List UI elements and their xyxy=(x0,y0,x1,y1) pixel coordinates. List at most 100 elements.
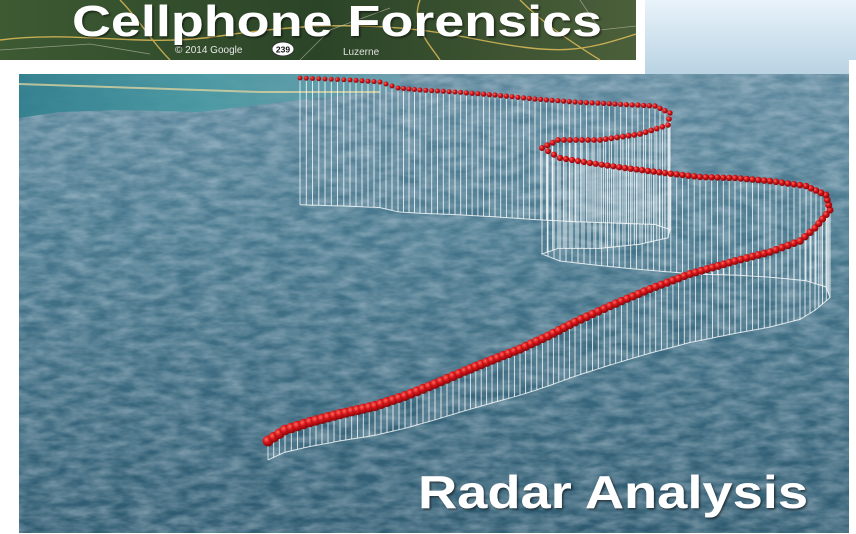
radar-track-point xyxy=(377,79,383,85)
map-roads-minor xyxy=(0,0,637,61)
radar-track-point xyxy=(754,251,763,259)
radar-track-point xyxy=(303,75,309,81)
beach-line xyxy=(19,83,380,93)
photo-border-left xyxy=(0,60,19,534)
radar-track-point xyxy=(623,102,630,108)
radar-track-point xyxy=(665,122,671,128)
radar-track-point xyxy=(778,179,786,186)
radar-track-point xyxy=(685,172,692,179)
radar-track-point xyxy=(631,132,638,138)
radar-track-point xyxy=(573,137,579,143)
radar-track-point xyxy=(498,93,504,99)
radar-track-point xyxy=(667,170,674,177)
radar-track-point xyxy=(371,79,377,85)
radar-track-point xyxy=(583,100,590,106)
map-attribution: © 2014 Google xyxy=(175,45,243,56)
radar-track-point xyxy=(606,101,612,107)
radar-track-point xyxy=(297,75,303,81)
radar-track-point xyxy=(423,87,429,93)
radar-track-point xyxy=(627,165,634,172)
radar-track-point xyxy=(412,87,417,92)
radar-track-point xyxy=(545,148,551,155)
radar-track-point xyxy=(652,103,658,109)
radar-track-point xyxy=(578,99,584,105)
radar-track-point xyxy=(696,173,704,181)
radar-track-point xyxy=(755,176,762,184)
radar-track-point xyxy=(561,137,567,143)
radar-track-point xyxy=(566,99,572,105)
radar-track-point xyxy=(579,137,585,143)
radar-track-point xyxy=(802,182,810,190)
radar-track-point xyxy=(429,88,435,94)
radar-track-point xyxy=(365,78,371,84)
map-place-label: Luzerne xyxy=(343,47,380,58)
radar-track-point xyxy=(621,164,629,172)
radar-track-point xyxy=(543,97,550,103)
radar-track-point xyxy=(648,127,655,134)
radar-track-point xyxy=(515,94,521,100)
radar-track-point xyxy=(708,174,715,181)
radar-track-point xyxy=(784,180,792,187)
radar-track-point xyxy=(440,88,446,94)
radar-track-point xyxy=(760,177,768,184)
radar-track-point xyxy=(629,102,635,108)
radar-track-point xyxy=(475,91,481,97)
radar-track-point xyxy=(359,78,365,84)
radar-track-point xyxy=(310,76,315,81)
radar-track-point xyxy=(568,156,576,164)
radar-track-point xyxy=(353,77,359,83)
radar-track-point xyxy=(595,100,601,106)
radar-track-point xyxy=(662,108,668,114)
radar-track-point xyxy=(731,174,739,182)
radar-track-point xyxy=(598,161,605,168)
radar-track-point xyxy=(801,233,809,241)
radar-track-point xyxy=(567,137,573,143)
radar-track-point xyxy=(341,77,347,83)
radar-track-point xyxy=(616,164,623,171)
radar-track-point xyxy=(532,96,538,102)
radar-track-point xyxy=(743,175,750,183)
radar-track-point xyxy=(463,90,469,96)
radar-track-point xyxy=(347,77,353,83)
radar-track-point xyxy=(602,136,609,143)
radar-track-point xyxy=(650,168,657,175)
radar-track-point xyxy=(766,248,774,256)
title-banner: © 2014 Google 239 Luzerne Cellphone Fore… xyxy=(0,0,637,61)
radar-track-point xyxy=(486,92,492,98)
sky-band xyxy=(645,0,856,74)
radar-track-point xyxy=(679,171,686,179)
radar-track-point xyxy=(659,124,666,130)
radar-track-point xyxy=(401,86,406,91)
radar-track-point xyxy=(618,101,624,107)
radar-track-point xyxy=(640,102,647,109)
radar-track-point xyxy=(481,91,487,97)
radar-track-point xyxy=(539,145,545,151)
radar-track-point xyxy=(452,89,458,95)
radar-track-point xyxy=(446,89,452,95)
radar-track-points xyxy=(262,75,834,447)
radar-track-point xyxy=(383,81,389,87)
radar-track-point xyxy=(550,151,558,158)
radar-track-point xyxy=(749,176,756,183)
radar-track-point xyxy=(642,129,649,136)
radar-track-point xyxy=(644,167,652,175)
radar-track-point xyxy=(646,103,652,109)
radar-track-point xyxy=(784,241,792,250)
radar-track-point xyxy=(417,87,423,93)
radar-track-point xyxy=(633,166,640,173)
radar-track-point xyxy=(760,249,769,258)
radar-track-point xyxy=(666,116,672,122)
radar-track-point xyxy=(637,131,643,137)
radar-track-point xyxy=(328,76,334,82)
radar-track-point xyxy=(586,159,594,167)
radar-track-point xyxy=(812,187,820,194)
radar-track-point xyxy=(526,95,532,101)
radar-track-point xyxy=(580,158,588,166)
radar-track-point xyxy=(561,98,567,104)
radar-track-point xyxy=(714,174,721,181)
radar-track-point xyxy=(796,237,804,245)
radar-track-point xyxy=(469,90,475,96)
radar-track-point xyxy=(395,85,401,91)
radar-track-point xyxy=(589,100,595,106)
radar-track-point xyxy=(620,133,626,140)
